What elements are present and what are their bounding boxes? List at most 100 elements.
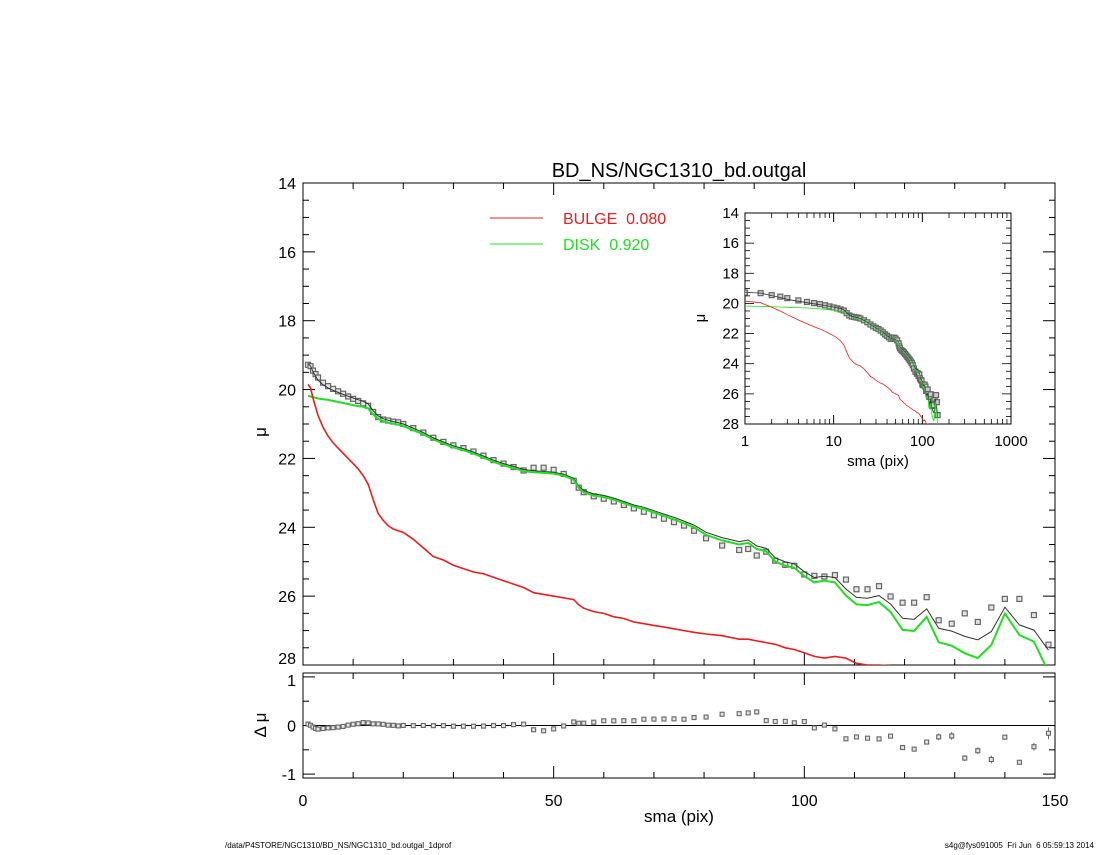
inset-observed-point <box>933 399 940 406</box>
y-tick-label: 24 <box>278 520 296 537</box>
residual-point <box>832 726 838 732</box>
residual-tick-label: -1 <box>282 767 296 784</box>
residual-point <box>876 736 882 742</box>
observed-point <box>1016 595 1023 602</box>
residual-point <box>843 736 849 742</box>
residual-point <box>576 720 582 726</box>
inset-y-tick-label: 26 <box>722 386 739 403</box>
residual-point <box>561 723 567 729</box>
observed-point <box>842 576 850 583</box>
observed-point <box>1001 595 1008 602</box>
observed-point <box>745 545 752 553</box>
inset-total-model-line <box>745 291 938 418</box>
inset-y-tick-label: 28 <box>722 416 739 433</box>
inset-y-tick-label: 24 <box>722 356 739 373</box>
residual-point <box>440 723 446 729</box>
inset-bulge-line <box>745 300 929 424</box>
y-tick-label: 28 <box>278 651 296 668</box>
residual-point <box>900 745 906 751</box>
residual-point <box>325 725 331 731</box>
residual-point <box>355 721 361 727</box>
inset-y-tick-label: 18 <box>722 265 739 282</box>
residual-point <box>430 723 436 729</box>
residual-point <box>821 722 827 728</box>
residual-point <box>591 719 597 725</box>
x-tick-label: 0 <box>299 793 308 810</box>
observed-point <box>550 466 557 473</box>
residual-point <box>782 718 788 724</box>
observed-point <box>899 599 906 606</box>
residual-point <box>340 723 346 729</box>
residual-point <box>551 726 557 732</box>
residual-point <box>801 719 807 725</box>
observed-point <box>923 594 930 601</box>
residual-point <box>360 720 366 726</box>
residual-point <box>400 722 406 728</box>
x-tick-label: 50 <box>545 793 563 810</box>
residual-point <box>315 726 321 732</box>
residual-point <box>460 723 466 729</box>
residual-point <box>450 723 456 729</box>
chart-title: BD_NS/NGC1310_bd.outgal <box>552 160 807 182</box>
observed-point <box>753 552 760 559</box>
residual-point <box>811 725 817 731</box>
residual-point <box>936 734 942 740</box>
observed-point <box>540 464 547 471</box>
residual-point <box>350 721 356 727</box>
y-tick-label: 26 <box>278 589 296 606</box>
residual-point <box>736 711 742 717</box>
inset-y-tick-label: 20 <box>722 295 739 312</box>
residual-point <box>853 734 860 740</box>
y-tick-label: 16 <box>278 245 296 262</box>
residual-point <box>763 718 769 724</box>
disk-line <box>307 394 1047 665</box>
residual-point <box>571 719 577 725</box>
residual-point <box>611 718 617 724</box>
y-tick-label: 14 <box>278 176 296 193</box>
residual-point <box>385 722 391 728</box>
bulge-line <box>307 383 892 665</box>
residual-point <box>1031 744 1037 750</box>
residual-point <box>480 723 487 729</box>
observed-point <box>864 586 871 593</box>
legend-disk-label: DISK 0.920 <box>563 237 649 254</box>
residual-point <box>541 728 547 734</box>
inset-x-tick-label: 1000 <box>994 433 1027 450</box>
residual-point <box>745 710 751 716</box>
residual-point <box>962 755 968 761</box>
residual-point <box>500 723 507 729</box>
residual-point <box>375 721 381 727</box>
legend-bulge-label: BULGE 0.080 <box>563 211 666 228</box>
residual-point <box>754 709 760 715</box>
residual-point <box>320 725 326 732</box>
residual-tick-label: 1 <box>287 673 296 690</box>
residual-point <box>395 723 401 729</box>
observed-point <box>911 599 918 606</box>
inset-plot-area <box>745 289 941 424</box>
observed-point <box>702 535 710 542</box>
y-axis-label: μ <box>251 427 270 437</box>
total-model-line <box>307 363 1049 651</box>
residual-point <box>1016 759 1022 765</box>
inset-x-axis-label: sma (pix) <box>847 453 909 470</box>
y-tick-label: 18 <box>278 314 296 331</box>
residual-point <box>521 721 527 727</box>
observed-point <box>736 546 743 554</box>
residual-point <box>791 720 797 726</box>
residual-point <box>490 723 497 729</box>
observed-point <box>1030 611 1038 619</box>
x-tick-label: 100 <box>791 793 818 810</box>
x-axis-label: sma (pix) <box>644 807 714 826</box>
residual-point <box>380 721 386 727</box>
inset-observed-point <box>784 295 791 302</box>
inset-y-tick-label: 14 <box>722 205 739 222</box>
inset-x-tick-label: 1 <box>741 433 749 450</box>
inset-observed-point <box>795 297 802 304</box>
observed-point <box>1045 641 1052 648</box>
legend: BULGE 0.080 DISK 0.920 <box>490 211 666 254</box>
residual-tick-label: 0 <box>287 719 296 736</box>
residual-plot-area <box>305 709 1052 765</box>
observed-point <box>853 586 860 593</box>
residual-point <box>988 756 994 763</box>
